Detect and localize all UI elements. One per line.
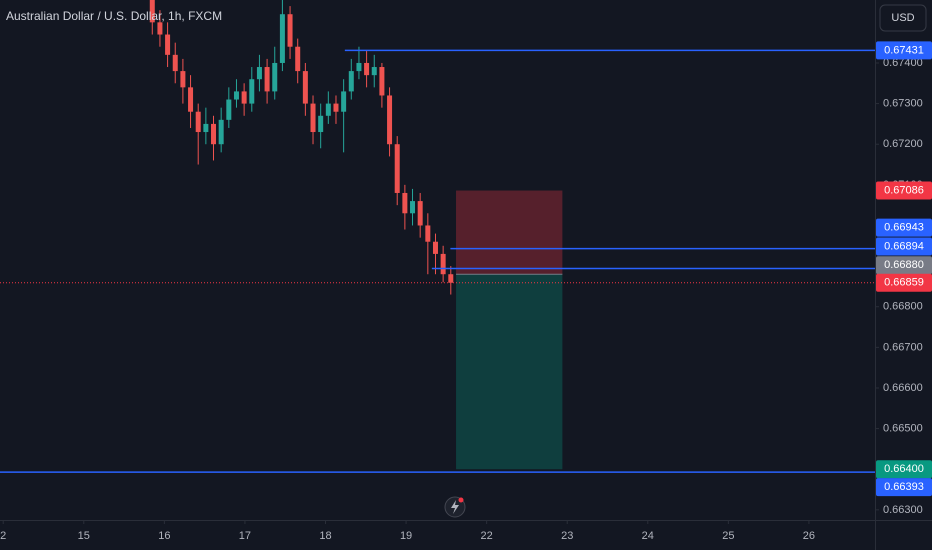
candle-body (302, 71, 308, 104)
icon-bolt[interactable] (451, 500, 459, 514)
candle-body (287, 14, 293, 47)
chart-title: Australian Dollar / U.S. Dollar, 1h, FXC… (6, 9, 222, 23)
price-label: 0.67086 (884, 184, 924, 196)
candle-body (318, 115, 324, 133)
x-tick-label: 2 (0, 530, 6, 542)
y-tick-label: 0.66700 (883, 341, 923, 353)
x-tick-label: 17 (239, 530, 251, 542)
price-label: 0.66400 (884, 463, 924, 475)
price-label: 0.66894 (884, 240, 924, 252)
candle-body (195, 111, 201, 133)
candle-body (402, 192, 408, 214)
price-label-box (876, 181, 932, 200)
plot-area (0, 0, 875, 473)
price-label: 0.66943 (884, 222, 924, 234)
candle-body (432, 241, 438, 254)
candle-body (295, 46, 301, 72)
candle-body (333, 103, 339, 112)
candle-body (341, 91, 347, 112)
candle-body (203, 123, 209, 133)
price-label-box (876, 460, 932, 479)
candle-body (256, 67, 262, 80)
price-label-box (876, 41, 932, 60)
x-tick-label: 26 (803, 530, 815, 542)
candle-body (264, 67, 270, 92)
y-tick-label: 0.67200 (883, 138, 923, 150)
candle-body (348, 71, 354, 92)
y-tick-label: 0.66300 (883, 504, 923, 516)
candle-body (417, 201, 423, 226)
candle-body (249, 79, 255, 104)
candle-body (157, 22, 163, 35)
price-label-box (876, 218, 932, 237)
x-tick-label: 15 (78, 530, 90, 542)
candle-body (387, 95, 393, 145)
candle-body (188, 87, 194, 112)
candle-body (279, 14, 285, 63)
x-tick-label: 16 (158, 530, 170, 542)
candle-body (410, 201, 416, 214)
price-label-box (876, 256, 932, 275)
y-tick-label: 0.67300 (883, 98, 923, 110)
candle-body (379, 67, 385, 96)
price-label-box (876, 273, 932, 292)
price-label-box (876, 237, 932, 256)
price-label: 0.66393 (884, 481, 924, 493)
x-tick-label: 25 (722, 530, 734, 542)
candle-body (394, 144, 400, 193)
price-label: 0.67431 (884, 44, 924, 56)
y-tick-label: 0.66800 (883, 301, 923, 313)
currency-button[interactable] (879, 4, 927, 32)
x-tick-label: 24 (642, 530, 654, 542)
candle-body (448, 274, 454, 283)
candle-body (149, 0, 155, 23)
y-tick-label: 0.66500 (883, 423, 923, 435)
y-tick-label: 0.67400 (883, 57, 923, 69)
icon-dot[interactable] (458, 497, 464, 503)
currency-label[interactable]: USD (891, 12, 914, 24)
target-zone (456, 274, 563, 470)
x-tick-label: 23 (561, 530, 573, 542)
candle-body (310, 103, 316, 133)
candle-body (180, 71, 186, 88)
candle-body (165, 34, 171, 55)
x-tick-label: 19 (400, 530, 412, 542)
candle-body (371, 67, 377, 76)
candle-body (325, 103, 331, 116)
candle-body (226, 99, 232, 120)
y-tick-label: 0.66600 (883, 382, 923, 394)
candle-body (364, 62, 370, 76)
candle-body (356, 62, 362, 72)
lightning-icon[interactable] (444, 496, 466, 518)
x-tick-label: 18 (319, 530, 331, 542)
x-tick-label: 22 (481, 530, 493, 542)
candle-body (241, 91, 247, 104)
candle-body (425, 225, 431, 242)
candle-body (211, 123, 217, 145)
price-label-box (876, 478, 932, 497)
stop-zone (456, 190, 563, 275)
price-label: 0.66859 (884, 277, 924, 289)
price-label: 0.66880 (884, 259, 924, 271)
candle-body (440, 253, 446, 275)
candle-body (218, 119, 224, 145)
candle-body (272, 62, 278, 92)
candle-body (172, 54, 178, 72)
candle-body (233, 91, 239, 100)
